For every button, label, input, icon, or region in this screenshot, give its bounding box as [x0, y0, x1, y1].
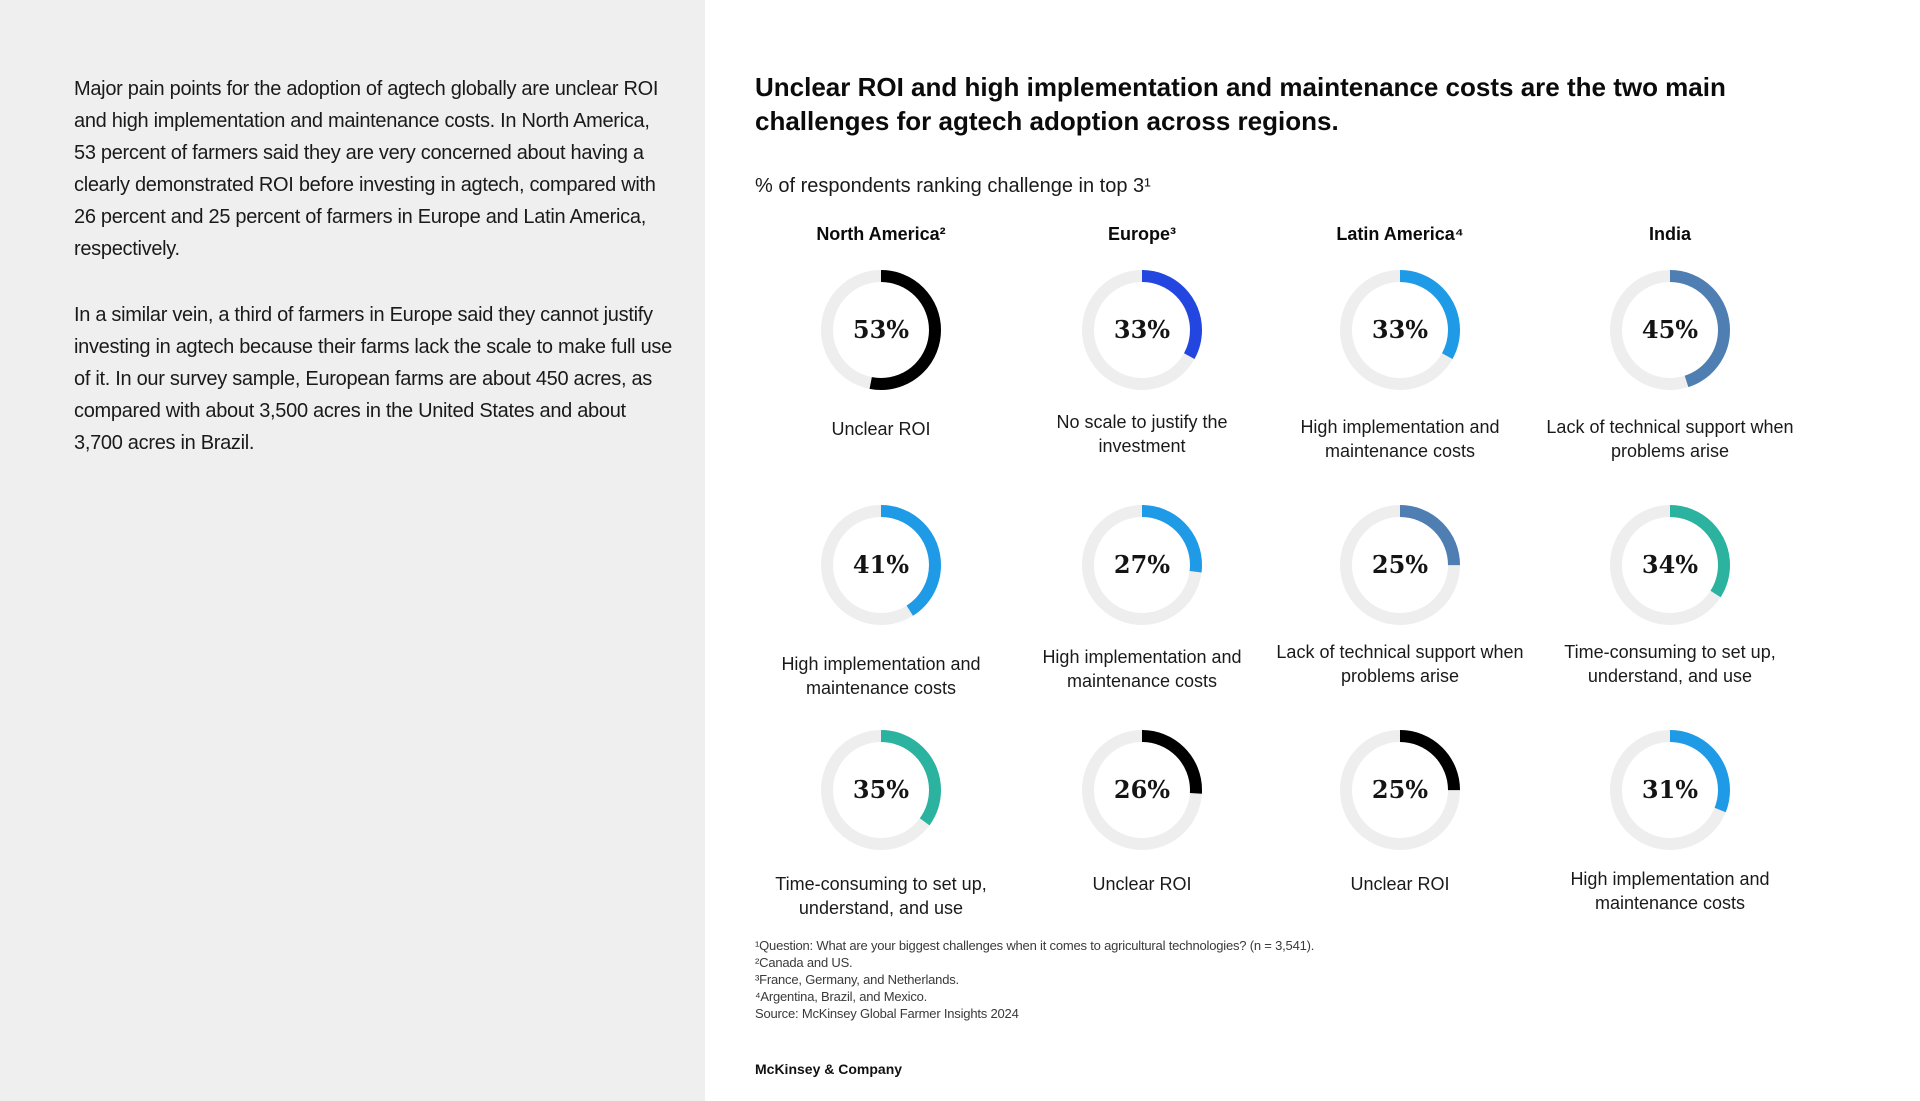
donut-value-arc [1082, 730, 1202, 850]
footnote: ¹Question: What are your biggest challen… [755, 938, 1315, 953]
challenge-label: No scale to justify the investment [1056, 412, 1228, 456]
chart-title: Unclear ROI and high implementation and … [755, 72, 1726, 136]
donut-chart: 35% [815, 724, 947, 856]
donut-percent-label: 45% [1642, 315, 1698, 344]
donut-value-arc [1610, 270, 1730, 390]
region-header: North America² [816, 224, 946, 244]
donut-value-arc [1082, 505, 1202, 625]
donut-value-arc [1340, 270, 1460, 390]
donut-chart: 45% [1604, 264, 1736, 396]
donut-svg: 31% [1610, 730, 1730, 850]
donut-svg: 35% [821, 730, 941, 850]
donut-value-arc [821, 730, 941, 850]
footnote: Source: McKinsey Global Farmer Insights … [755, 1006, 1019, 1021]
chart-subtitle: % of respondents ranking challenge in to… [755, 175, 1151, 197]
footnote: ³France, Germany, and Netherlands. [755, 972, 959, 987]
donut-percent-label: 33% [1114, 315, 1170, 344]
donut-chart: 41% [815, 499, 947, 631]
donut-percent-label: 25% [1372, 550, 1428, 579]
donut-value-arc [1340, 730, 1460, 850]
challenge-label: High implementation and maintenance cost… [1300, 417, 1500, 461]
intro-paragraph-2: In a similar vein, a third of farmers in… [74, 304, 672, 454]
donut-percent-label: 34% [1642, 550, 1698, 579]
donut-chart: 26% [1076, 724, 1208, 856]
footnotes: ¹Question: What are your biggest challen… [755, 937, 1655, 1022]
challenge-label: Unclear ROI [1350, 874, 1450, 894]
donut-svg: 41% [821, 505, 941, 625]
footnote: ²Canada and US. [755, 955, 853, 970]
region-header: Europe³ [1107, 224, 1176, 244]
challenge-label: Lack of technical support when problems … [1546, 417, 1794, 461]
challenge-label: High implementation and maintenance cost… [1570, 869, 1770, 913]
donut-svg: 33% [1340, 270, 1460, 390]
donut-chart: 33% [1334, 264, 1466, 396]
donut-chart: 33% [1076, 264, 1208, 396]
donut-percent-label: 35% [853, 775, 909, 804]
donut-percent-label: 41% [853, 550, 909, 579]
donut-chart: 27% [1076, 499, 1208, 631]
region-header: Latin America⁴ [1336, 224, 1464, 244]
challenge-label: Time-consuming to set up, understand, an… [1564, 642, 1776, 686]
donut-value-arc [1340, 505, 1460, 625]
donut-percent-label: 31% [1642, 775, 1698, 804]
donut-svg: 25% [1340, 505, 1460, 625]
donut-percent-label: 27% [1114, 550, 1170, 579]
donut-chart: 25% [1334, 724, 1466, 856]
donut-chart: 25% [1334, 499, 1466, 631]
region-header: India [1648, 224, 1691, 244]
challenge-label: High implementation and maintenance cost… [1042, 647, 1242, 691]
donut-svg: 45% [1610, 270, 1730, 390]
challenge-label: Time-consuming to set up, understand, an… [775, 874, 987, 918]
donut-percent-label: 25% [1372, 775, 1428, 804]
challenge-label: High implementation and maintenance cost… [781, 654, 981, 698]
donut-value-arc [821, 270, 941, 390]
donut-grid: North America² 53% Unclear ROI 41% High impl… [705, 0, 1920, 1101]
donut-svg: 33% [1082, 270, 1202, 390]
donut-percent-label: 26% [1114, 775, 1170, 804]
donut-svg: 34% [1610, 505, 1730, 625]
donut-chart: 31% [1604, 724, 1736, 856]
intro-paragraph-1: Major pain points for the adoption of ag… [74, 78, 659, 260]
donut-percent-label: 33% [1372, 315, 1428, 344]
chart-panel: Unclear ROI and high implementation and … [705, 0, 1920, 1101]
challenge-label: Unclear ROI [1092, 874, 1192, 894]
challenge-label: Lack of technical support when problems … [1276, 642, 1524, 686]
intro-text: Major pain points for the adoption of ag… [74, 73, 674, 493]
donut-value-arc [1610, 730, 1730, 850]
donut-value-arc [1610, 505, 1730, 625]
donut-value-arc [1082, 270, 1202, 390]
donut-svg: 25% [1340, 730, 1460, 850]
donut-chart: 34% [1604, 499, 1736, 631]
donut-value-arc [821, 505, 941, 625]
donut-svg: 53% [821, 270, 941, 390]
brand-logo: McKinsey & Company [755, 1061, 903, 1077]
donut-svg: 26% [1082, 730, 1202, 850]
footnote: ⁴Argentina, Brazil, and Mexico. [755, 989, 928, 1004]
donut-percent-label: 53% [853, 315, 909, 344]
donut-chart: 53% [815, 264, 947, 396]
donut-svg: 27% [1082, 505, 1202, 625]
intro-panel: Major pain points for the adoption of ag… [0, 0, 705, 1101]
challenge-label: Unclear ROI [831, 419, 931, 439]
